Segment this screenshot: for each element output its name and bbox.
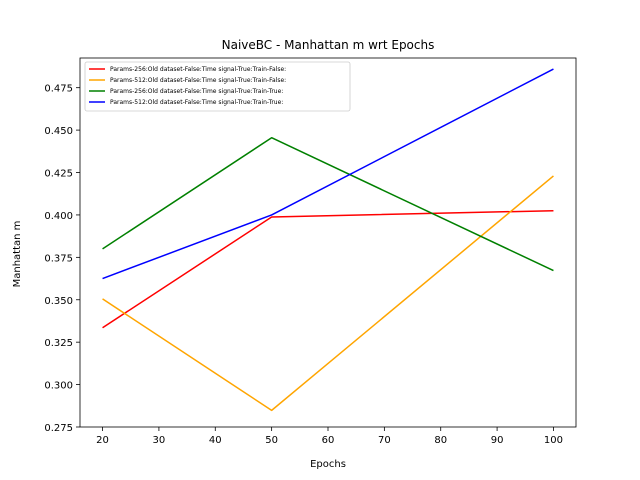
series-line-4 [102, 68, 554, 280]
series-line-1 [102, 209, 554, 329]
y-tick-label: 0.450 [44, 126, 73, 137]
plot-area: 20 30 40 50 60 70 80 90 100 0.275 0.300 0.325 0.350 0… [44, 57, 577, 446]
y-tick-label: 0.375 [44, 253, 73, 264]
series-line-3 [102, 136, 554, 272]
y-tick-label: 0.400 [44, 211, 73, 222]
y-tick-label: 0.300 [44, 381, 73, 392]
legend-label-3: Params-256:Old dataset-False:Time signal… [110, 88, 283, 95]
x-tick-label: 90 [491, 435, 504, 446]
y-tick-label: 0.350 [44, 296, 73, 307]
x-tick-label: 30 [153, 435, 166, 446]
x-axis-label: Epochs [310, 459, 346, 470]
x-tick-label: 100 [544, 435, 563, 446]
series-line-2 [102, 175, 554, 412]
y-tick-label: 0.425 [44, 169, 73, 180]
legend-box [84, 61, 351, 112]
x-tick-label: 70 [378, 435, 391, 446]
axes-frame [79, 57, 577, 428]
x-tick-label: 50 [265, 435, 278, 446]
x-tick-label: 20 [96, 435, 109, 446]
chart-title: NaiveBC - Manhattan m wrt Epochs [222, 38, 435, 52]
y-axis-label: Manhattan m [12, 221, 23, 288]
x-tick-label: 40 [209, 435, 222, 446]
y-tick-label: 0.325 [44, 338, 73, 349]
x-tick-label: 80 [434, 435, 447, 446]
legend-label-4: Params-512:Old dataset-False:Time signal… [110, 99, 283, 106]
y-tick-label: 0.475 [44, 84, 73, 95]
y-tick-label: 0.275 [44, 423, 73, 434]
legend-label-2: Params-512:Old dataset-False:Time signal… [110, 77, 286, 84]
x-tick-label: 60 [322, 435, 335, 446]
legend-label-1: Params-256:Old dataset-False:Time signal… [110, 66, 286, 73]
